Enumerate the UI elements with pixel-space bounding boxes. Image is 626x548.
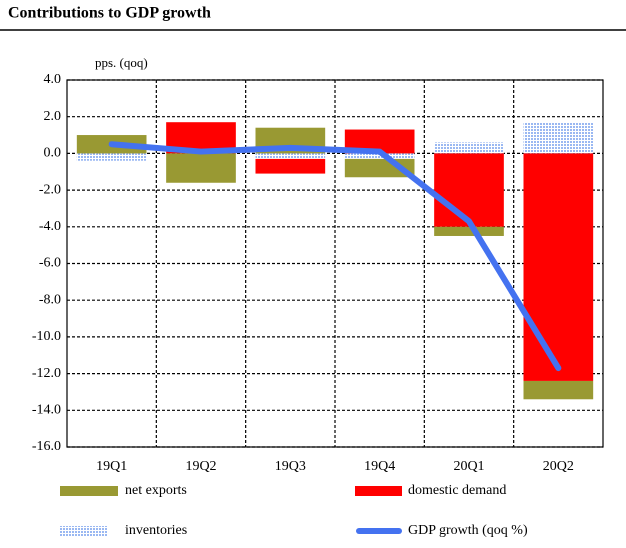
bar [434,142,504,154]
gdp-line [108,141,562,372]
legend-label: net exports [125,483,187,498]
bar [166,153,236,183]
y-tick-label: -4.0 [39,219,61,234]
bar [523,153,594,381]
y-axis-label: pps. (qoq) [95,55,148,70]
legend-swatch [355,486,402,496]
x-tick-label: 19Q4 [364,459,395,474]
legend-swatch [60,526,107,536]
x-tick-label: 19Q2 [185,459,216,474]
x-tick-label: 19Q3 [275,459,306,474]
y-tick-label: -16.0 [32,439,61,454]
bar [255,158,326,174]
legend-swatch [60,486,118,496]
y-tick-label: 0.0 [44,146,62,161]
chart-title: Contributions to GDP growth [8,5,211,22]
bar [255,153,326,159]
x-tick-label: 20Q1 [453,459,484,474]
x-tick-label: 19Q1 [96,459,127,474]
bar [434,153,504,227]
y-tick-label: 2.0 [44,109,62,124]
legend-label: domestic demand [408,483,506,498]
y-tick-label: -12.0 [32,366,61,381]
bar [344,153,415,159]
bar [76,153,147,161]
y-tick-label: -8.0 [39,292,61,307]
bar [434,226,504,236]
y-tick-label: -14.0 [32,403,61,418]
plot-frame [66,79,604,448]
x-tick-label: 20Q2 [543,459,574,474]
y-tick-label: -10.0 [32,329,61,344]
legend-label: inventories [125,523,187,538]
y-tick-label: -2.0 [39,182,61,197]
bar [523,380,594,400]
y-tick-label: -6.0 [39,256,61,271]
bar [344,129,415,154]
bar [523,122,594,154]
y-tick-label: 4.0 [44,72,62,87]
legend-label: GDP growth (qoq %) [408,523,528,538]
